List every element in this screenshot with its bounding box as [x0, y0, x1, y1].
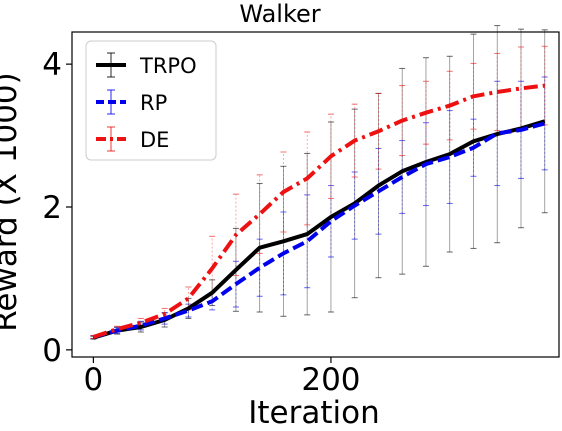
x-axis-label: Iteration	[248, 395, 380, 431]
y-axis-label: Reward (X 1000)	[0, 72, 24, 331]
legend-item-trpo: TRPO	[96, 52, 197, 78]
y-tick-label: 2	[42, 190, 62, 226]
plot-frame	[71, 31, 560, 358]
de-series-line	[92, 83, 545, 339]
legend-box	[85, 40, 217, 161]
legend-item-de: DE	[96, 126, 169, 152]
x-tick-label: 0	[84, 362, 104, 398]
legend-label-de: DE	[140, 128, 169, 152]
legend-label-trpo: TRPO	[139, 54, 197, 78]
series-lines	[92, 83, 546, 340]
x-tick-label: 200	[301, 362, 360, 398]
legend-item-rp: RP	[96, 89, 167, 115]
chart-legend: TRPO RP DE	[85, 40, 217, 161]
chart-title: Walker	[239, 0, 320, 28]
legend-label-rp: RP	[140, 91, 167, 115]
y-tick-label: 4	[42, 47, 62, 83]
axis-ticks: 0 2 4 0 200	[42, 47, 360, 398]
rp-series-line	[92, 121, 546, 339]
y-tick-label: 0	[42, 333, 62, 369]
